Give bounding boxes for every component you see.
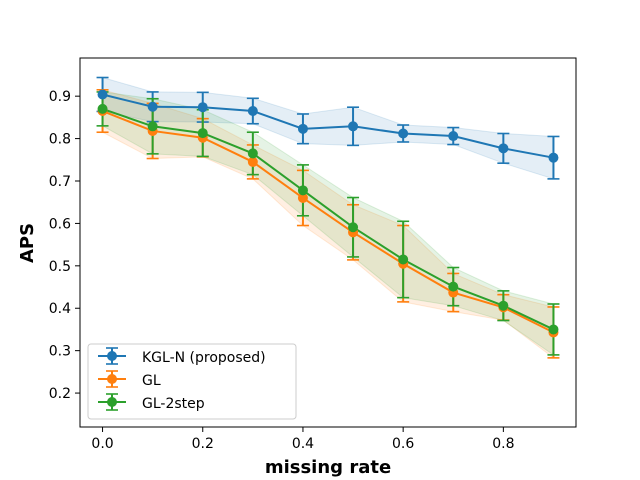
y-tick-label: 0.7 [49, 174, 71, 190]
series-line-gl-2step [102, 107, 554, 331]
data-point-kgl-n-proposed [97, 89, 108, 100]
x-axis-title: missing rate [265, 457, 391, 478]
data-point-gl-2step [398, 254, 409, 265]
y-axis-title: APS [17, 223, 38, 263]
y-tick-label: 0.9 [49, 89, 71, 105]
data-point-kgl-n-proposed [197, 102, 208, 113]
data-point-kgl-n-proposed [348, 121, 359, 132]
data-point-gl-2step [548, 324, 559, 335]
y-tick-label: 0.6 [49, 216, 71, 232]
data-point-gl [297, 192, 308, 203]
series-line-gl [102, 110, 554, 334]
data-point-kgl-n-proposed [247, 106, 258, 117]
y-tick-label: 0.4 [49, 301, 71, 317]
legend-item-gl: GL [98, 370, 161, 389]
legend-label-gl: GL [142, 373, 161, 389]
legend-symbol-gl [98, 370, 126, 388]
legend-item-gl-2step: GL-2step [98, 393, 205, 412]
data-point-kgl-n-proposed [398, 128, 409, 139]
legend-box [87, 343, 297, 420]
data-point-kgl-n-proposed [498, 143, 509, 154]
data-point-gl-2step [448, 281, 459, 292]
series-line-kgl-n-proposed [102, 93, 554, 159]
data-point-gl-2step [97, 103, 108, 114]
data-point-gl-2step [197, 128, 208, 139]
y-tick-label: 0.2 [49, 386, 71, 402]
x-tick-label: 0.4 [292, 436, 314, 452]
y-tick-label: 0.8 [49, 132, 71, 148]
legend-symbol-kgl-n-proposed [98, 347, 126, 365]
legend-item-kgl-n: KGL-N (proposed) [98, 347, 266, 366]
data-point-gl-2step [297, 185, 308, 196]
data-point-gl-2step [247, 148, 258, 159]
data-point-gl-2step [498, 300, 509, 311]
data-point-kgl-n-proposed [448, 131, 459, 142]
data-point-gl-2step [348, 222, 359, 233]
data-point-kgl-n-proposed [297, 123, 308, 134]
x-tick-label: 0.2 [192, 436, 214, 452]
data-point-kgl-n-proposed [548, 152, 559, 163]
data-point-kgl-n-proposed [147, 101, 158, 112]
legend-label-gl-2step: GL-2step [142, 396, 205, 412]
x-tick-label: 0.6 [392, 436, 414, 452]
y-tick-label: 0.5 [49, 259, 71, 275]
plot-frame [79, 57, 577, 428]
x-tick-label: 0.0 [91, 436, 113, 452]
x-tick-label: 0.8 [492, 436, 514, 452]
data-point-gl-2step [147, 121, 158, 132]
legend: KGL-N (proposed) GL GL-2step [87, 343, 297, 420]
legend-label-kgl-n: KGL-N (proposed) [142, 350, 266, 366]
data-point-gl [247, 156, 258, 167]
y-tick-label: 0.3 [49, 344, 71, 360]
legend-symbol-gl-2step [98, 393, 126, 411]
